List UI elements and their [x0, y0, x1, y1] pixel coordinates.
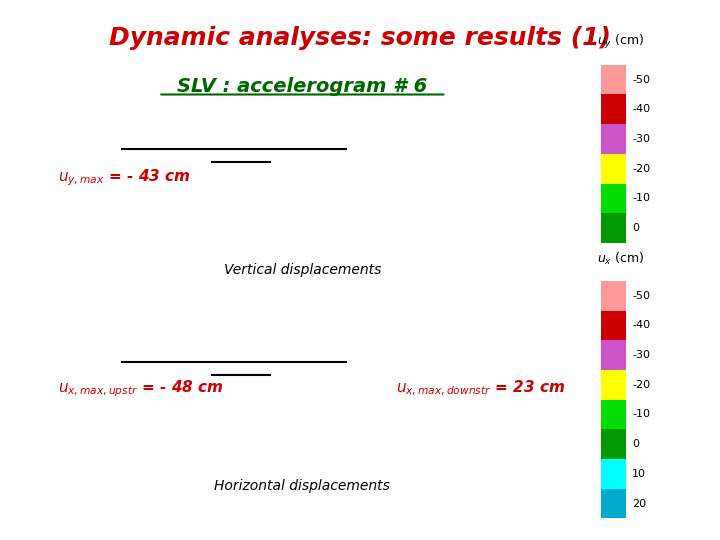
Text: -50: -50: [632, 75, 650, 85]
Text: $u_{x,max,upstr}$ = - 48 cm: $u_{x,max,upstr}$ = - 48 cm: [58, 379, 223, 399]
FancyBboxPatch shape: [601, 154, 626, 184]
Text: -10: -10: [632, 409, 650, 420]
FancyBboxPatch shape: [601, 370, 626, 400]
Text: -40: -40: [632, 320, 650, 330]
Text: 20: 20: [632, 498, 647, 509]
Text: 10: 10: [632, 469, 646, 479]
Text: $u_x$ (cm): $u_x$ (cm): [598, 251, 644, 267]
Text: $u_{y,max}$ = - 43 cm: $u_{y,max}$ = - 43 cm: [58, 168, 190, 188]
Text: -20: -20: [632, 380, 650, 390]
FancyBboxPatch shape: [601, 340, 626, 370]
Text: -30: -30: [632, 350, 650, 360]
FancyBboxPatch shape: [601, 459, 626, 489]
Text: -10: -10: [632, 193, 650, 204]
Text: -20: -20: [632, 164, 650, 174]
Text: -40: -40: [632, 104, 650, 114]
FancyBboxPatch shape: [601, 310, 626, 340]
FancyBboxPatch shape: [601, 213, 626, 243]
FancyBboxPatch shape: [601, 400, 626, 429]
Text: 0: 0: [632, 439, 639, 449]
Text: Vertical displacements: Vertical displacements: [224, 263, 381, 277]
Text: Dynamic analyses: some results (1): Dynamic analyses: some results (1): [109, 26, 611, 50]
Text: Horizontal displacements: Horizontal displacements: [215, 479, 390, 493]
Text: SLV : accelerogram # 6: SLV : accelerogram # 6: [177, 77, 428, 96]
Text: $u_y$ (cm): $u_y$ (cm): [598, 33, 644, 51]
FancyBboxPatch shape: [601, 124, 626, 154]
FancyBboxPatch shape: [601, 429, 626, 459]
FancyBboxPatch shape: [601, 281, 626, 310]
FancyBboxPatch shape: [601, 489, 626, 518]
Text: -50: -50: [632, 291, 650, 301]
FancyBboxPatch shape: [601, 65, 626, 94]
FancyBboxPatch shape: [601, 94, 626, 124]
Text: $u_{x,max,downstr}$ = 23 cm: $u_{x,max,downstr}$ = 23 cm: [396, 379, 565, 399]
FancyBboxPatch shape: [601, 184, 626, 213]
Text: -30: -30: [632, 134, 650, 144]
Text: 0: 0: [632, 223, 639, 233]
